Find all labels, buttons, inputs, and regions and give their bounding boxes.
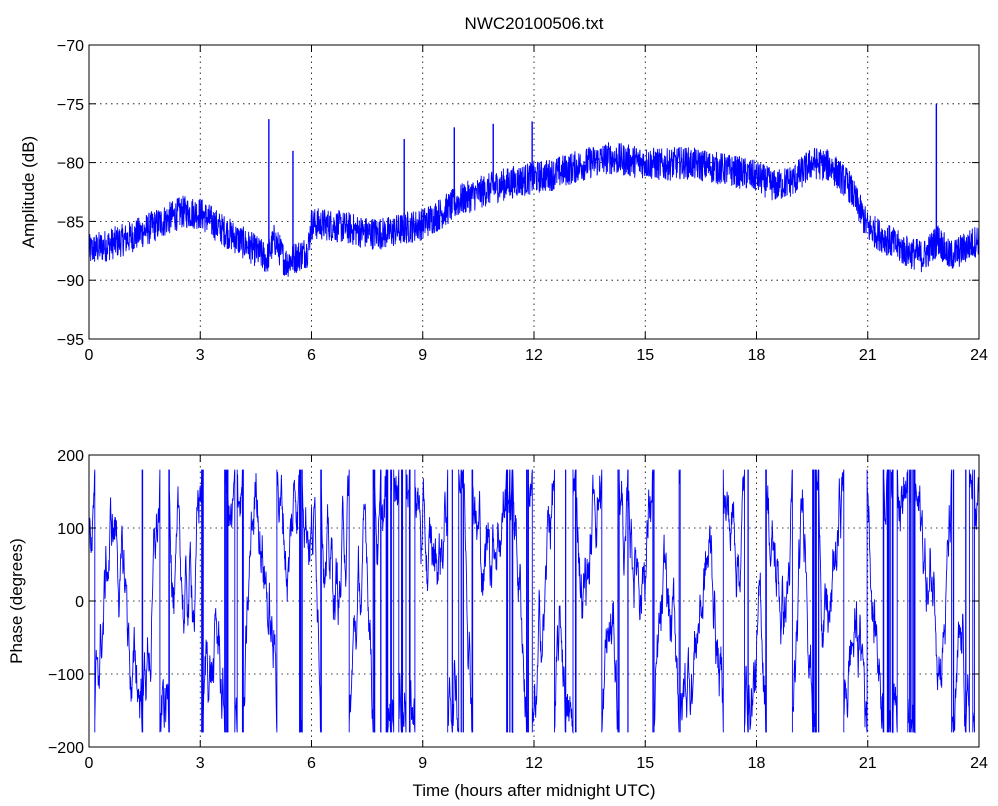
amplitude-x-tick-label: 18 [748,347,766,364]
amplitude-y-tick-label: −85 [57,214,84,231]
amplitude-y-tick-label: −70 [57,38,84,55]
amplitude-y-tick-label: −75 [57,97,84,114]
phase-x-tick-label: 3 [196,755,205,772]
amplitude-axes-box [88,44,980,340]
amplitude-x-tick-label: 24 [970,347,988,364]
amplitude-x-tick-label: 15 [636,347,654,364]
amplitude-x-tick-label: 12 [525,347,543,364]
phase-x-axis-label: Time (hours after midnight UTC) [412,781,655,800]
phase-axes: 0 3 6 9 12 15 18 21 24 −200 −100 0 100 200 Phase (deg… [7,448,988,800]
phase-y-tick-label: 200 [57,448,84,465]
amplitude-x-tick-label: 0 [85,347,94,364]
chart-title: NWC20100506.txt [465,14,604,33]
amplitude-y-tick-label: −95 [57,332,84,349]
amplitude-x-tick-label: 6 [307,347,316,364]
phase-x-tick-label: 0 [85,755,94,772]
phase-y-tick-label: 0 [75,594,84,611]
amplitude-x-tick-label: 3 [196,347,205,364]
phase-x-tick-label: 21 [859,755,877,772]
amplitude-y-tick-label: −80 [57,156,84,173]
phase-x-tick-label: 15 [636,755,654,772]
amplitude-plot-area [88,103,980,277]
amplitude-y-axis-label: Amplitude (dB) [19,136,38,248]
amplitude-axes: NWC20100506.txt 0 3 6 9 12 15 18 21 24 −95 −90 −85 −… [19,14,988,364]
phase-x-tick-label: 9 [418,755,427,772]
amplitude-ticks: 0 3 6 9 12 15 18 21 24 −95 −90 −85 −80 −75 −70 [57,38,988,364]
phase-x-tick-label: 12 [525,755,543,772]
amplitude-y-tick-label: −90 [57,273,84,290]
phase-y-tick-label: −200 [48,740,84,757]
amplitude-series-line [88,142,980,277]
phase-series-line [88,469,980,734]
phase-y-axis-label: Phase (degrees) [7,538,26,664]
amplitude-x-tick-label: 9 [418,347,427,364]
phase-x-tick-label: 6 [307,755,316,772]
phase-y-tick-label: −100 [48,667,84,684]
phase-y-tick-label: 100 [57,521,84,538]
amplitude-x-tick-label: 21 [859,347,877,364]
phase-axes-box [88,454,980,748]
phase-plot-area [88,469,980,734]
phase-x-tick-label: 24 [970,755,988,772]
phase-x-tick-label: 18 [748,755,766,772]
phase-ticks: 0 3 6 9 12 15 18 21 24 −200 −100 0 100 200 [48,448,988,772]
